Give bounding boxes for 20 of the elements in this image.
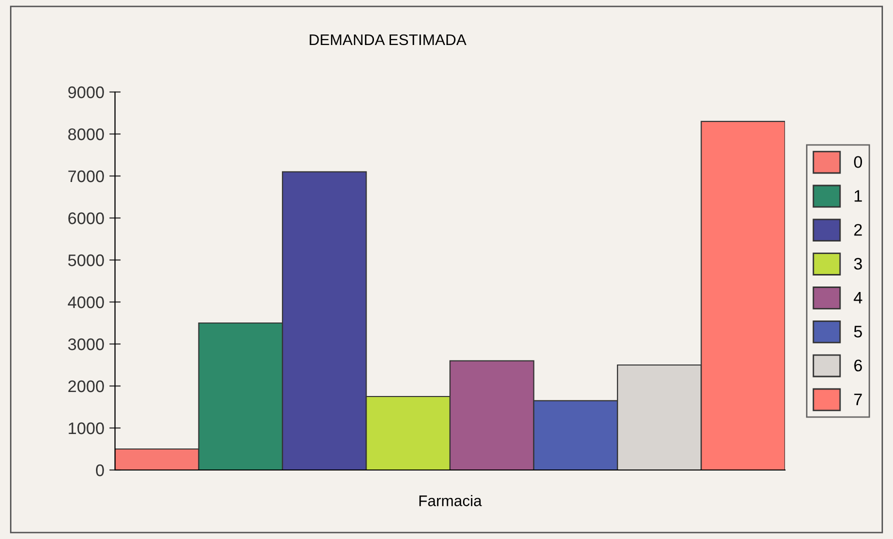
y-tick-label: 0	[96, 464, 104, 476]
y-tick-label: 2000	[68, 380, 104, 392]
y-tick-label: 5000	[68, 254, 104, 266]
legend-label: 6	[854, 360, 862, 372]
y-tick-label: 4000	[68, 296, 104, 308]
chart-title: DEMANDA ESTIMADA	[310, 34, 466, 46]
y-tick-label: 7000	[68, 170, 104, 182]
y-tick-label: 9000	[68, 86, 104, 98]
x-axis-title: Farmacia	[419, 495, 482, 506]
legend-label: 0	[854, 156, 862, 168]
legend-label: 3	[854, 258, 862, 270]
y-tick-label: 3000	[68, 338, 104, 350]
legend-label: 5	[854, 326, 862, 338]
legend-label: 4	[854, 292, 862, 304]
y-tick-label: 6000	[68, 212, 104, 224]
y-tick-label: 8000	[68, 128, 104, 140]
legend-label: 2	[854, 224, 862, 236]
legend-label: 1	[854, 190, 862, 202]
y-tick-label: 1000	[68, 422, 104, 434]
legend-label: 7	[854, 394, 862, 406]
